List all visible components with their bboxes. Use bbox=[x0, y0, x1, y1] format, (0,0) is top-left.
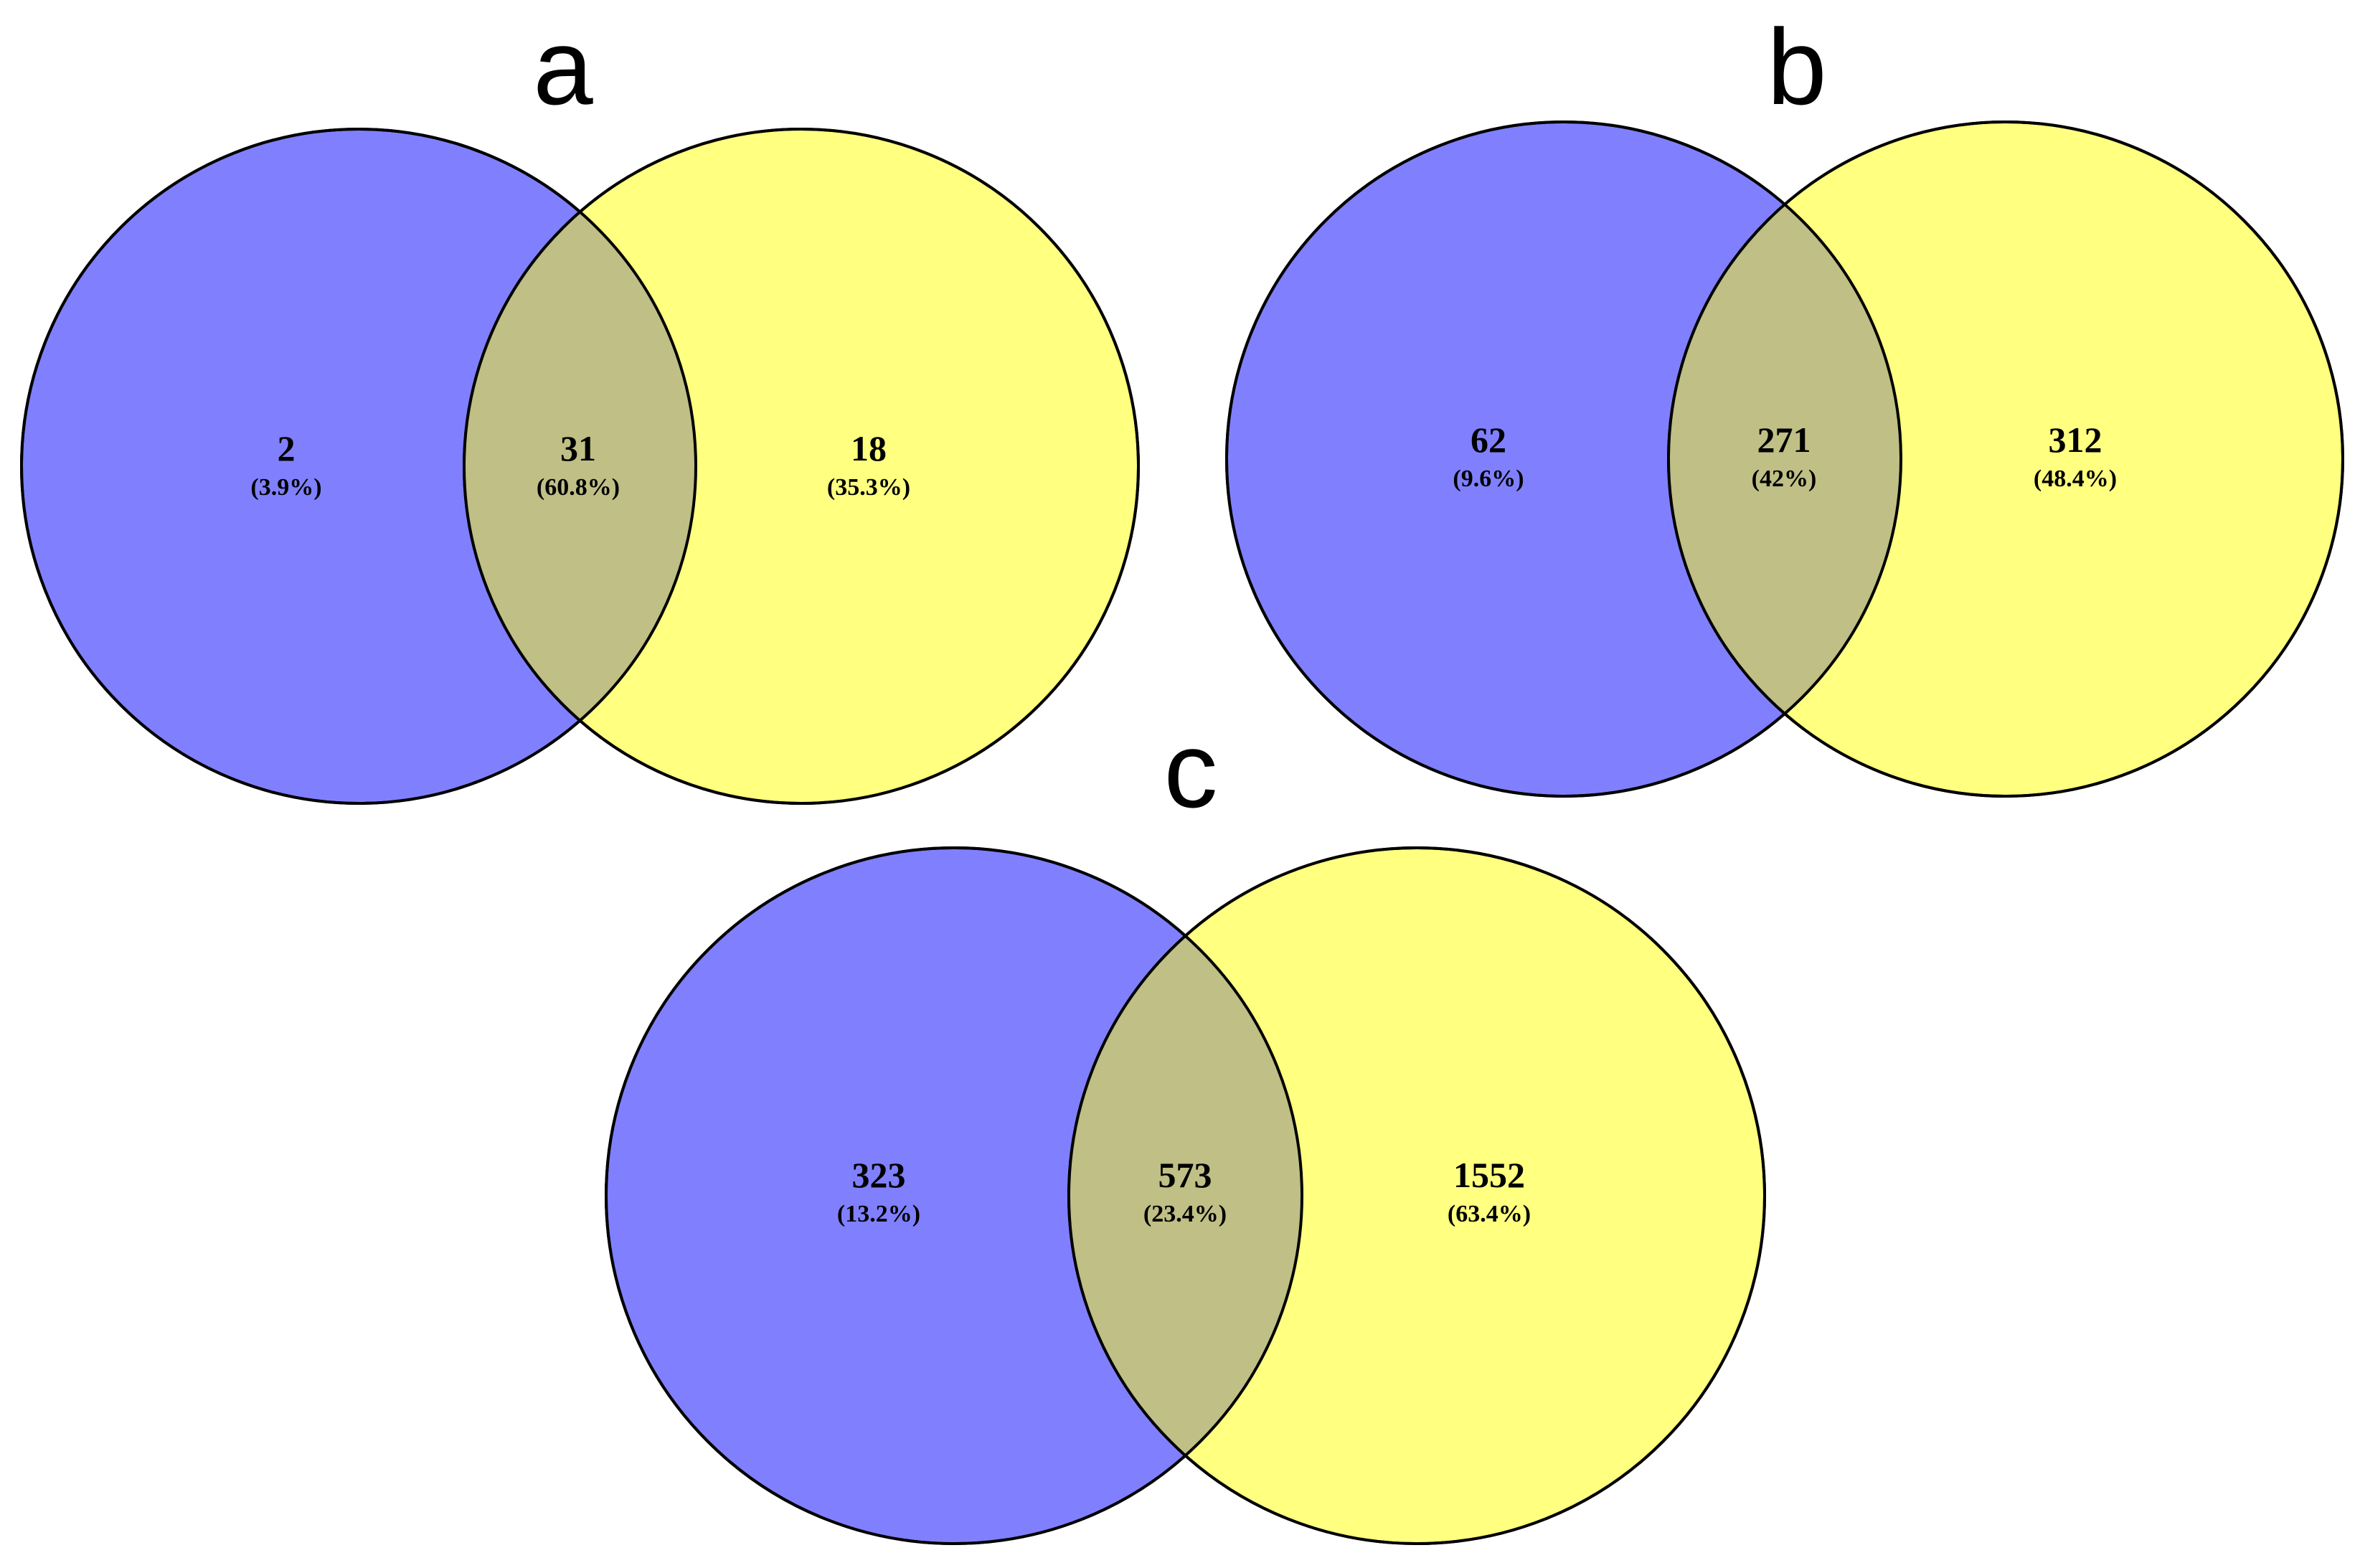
venn-b-overlap-percent: (42%) bbox=[1752, 466, 1817, 492]
venn-c-right-count: 1552 bbox=[1453, 1155, 1525, 1195]
venn-b-overlap-count: 271 bbox=[1757, 420, 1811, 460]
venn-c-overlap-percent: (23.4%) bbox=[1143, 1201, 1227, 1227]
venn-a-right-count: 18 bbox=[851, 428, 887, 468]
venn-panel-c: c 323 (13.2%) 573 (23.4%) 1552 (63.4%) bbox=[605, 709, 1766, 1545]
venn-a-left-count: 2 bbox=[278, 428, 296, 468]
venn-c-left-count: 323 bbox=[852, 1155, 906, 1195]
venn-b-right-percent: (48.4%) bbox=[2034, 466, 2117, 492]
panel-letter-b: b bbox=[1767, 6, 1826, 127]
venn-b-right-outline bbox=[1667, 121, 2344, 798]
venn-c-right-outline bbox=[1067, 846, 1766, 1545]
venn-b-left-outline bbox=[1225, 121, 1902, 798]
venn-c-right-percent: (63.4%) bbox=[1448, 1201, 1531, 1227]
venn-a-overlap-count: 31 bbox=[560, 428, 596, 468]
venn-c-left-outline bbox=[605, 846, 1303, 1545]
venn-b-left-count: 62 bbox=[1471, 420, 1506, 460]
panel-letter-c: c bbox=[1164, 709, 1218, 830]
venn-a-left-outline bbox=[20, 128, 697, 805]
venn-b-left-percent: (9.6%) bbox=[1453, 466, 1524, 492]
venn-a-overlap-region bbox=[464, 129, 696, 803]
panel-letter-a: a bbox=[533, 6, 593, 127]
venn-panel-b: b 62 (9.6%) 271 (42%) 312 (48.4%) bbox=[1225, 6, 2344, 798]
venn-b-right-count: 312 bbox=[2049, 420, 2102, 460]
venn-c-overlap-count: 573 bbox=[1158, 1155, 1212, 1195]
venn-c-left-percent: (13.2%) bbox=[837, 1201, 920, 1227]
venn-panel-a: a 2 (3.9%) 31 (60.8%) 18 (35.3%) bbox=[20, 6, 1140, 805]
venn-a-right-percent: (35.3%) bbox=[827, 474, 910, 501]
venn-a-left-percent: (3.9%) bbox=[250, 474, 321, 501]
venn-a-right-outline bbox=[463, 128, 1140, 805]
venn-a-overlap-percent: (60.8%) bbox=[537, 474, 620, 501]
venn-b-overlap-region bbox=[1668, 122, 1901, 796]
venn-c-overlap-region bbox=[1069, 848, 1302, 1544]
